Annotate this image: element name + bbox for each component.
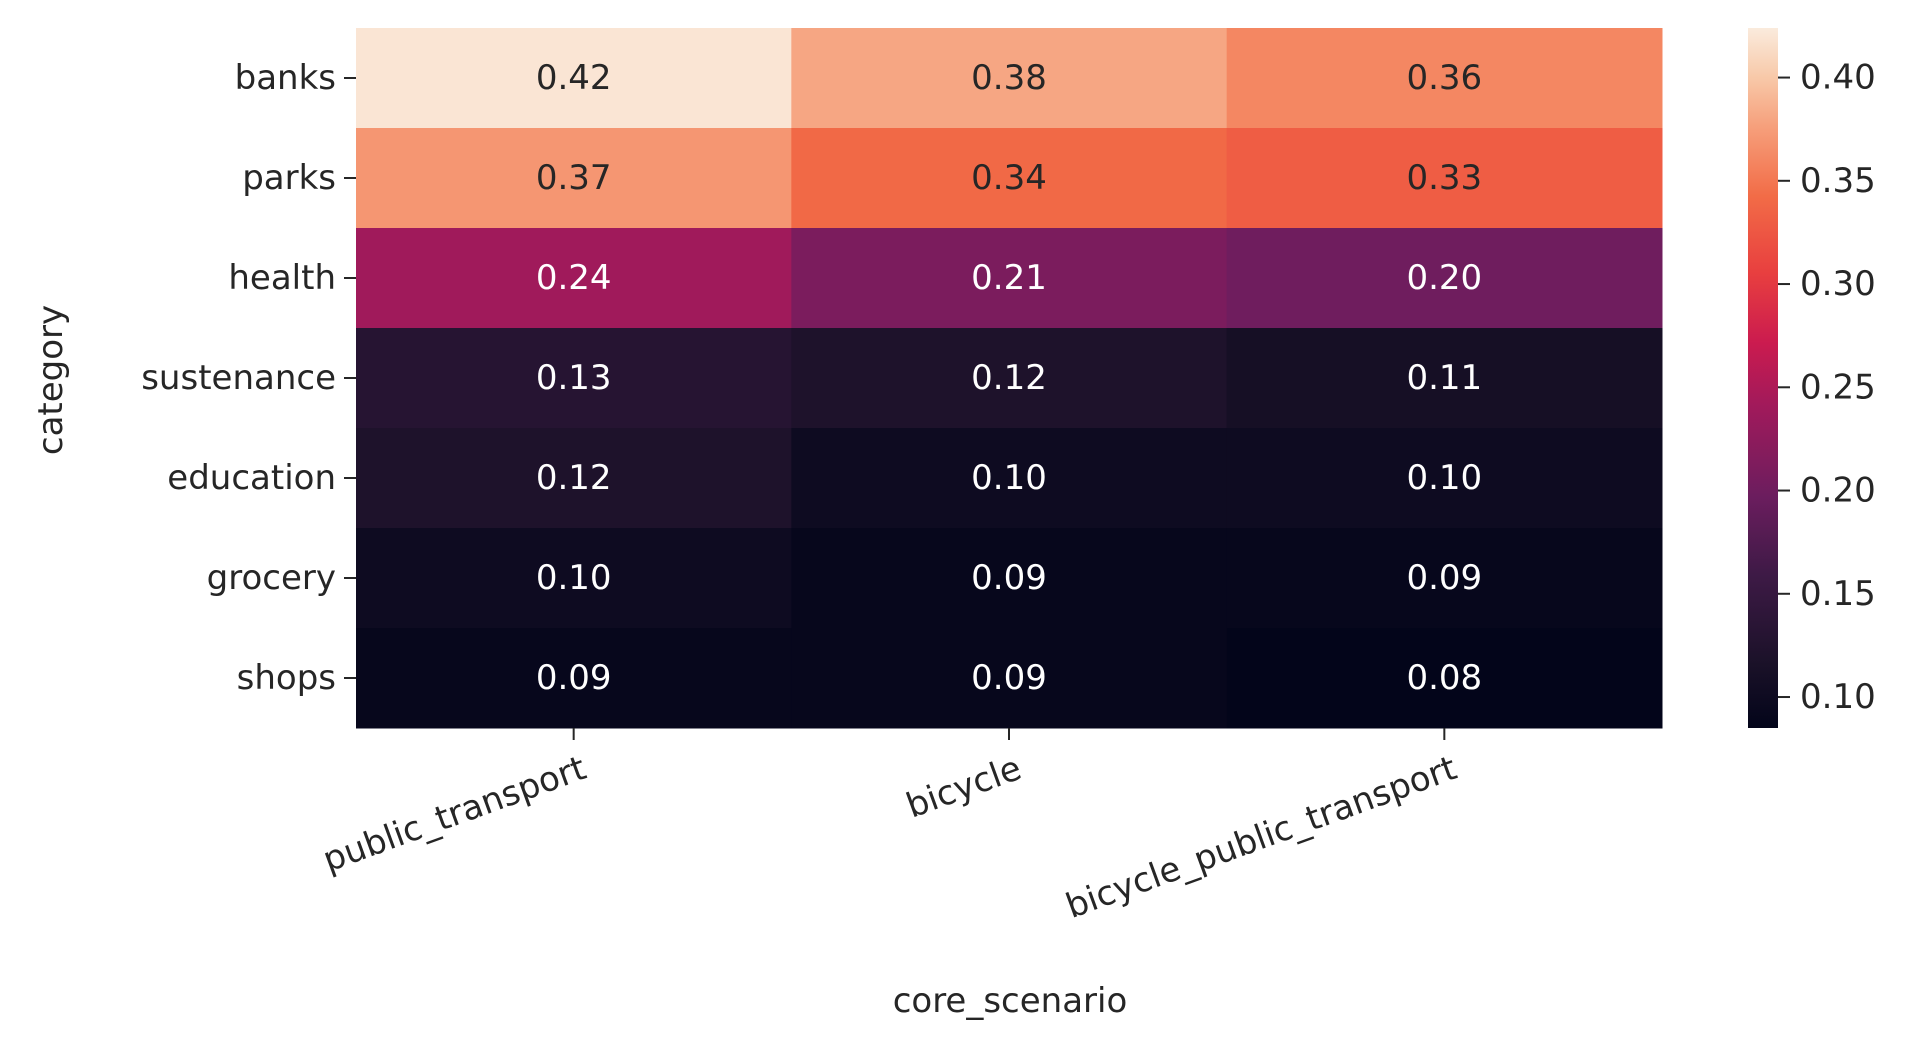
x-tick-label: bicycle_public_transport — [1061, 748, 1462, 927]
heatmap-cell — [356, 328, 792, 429]
colorbar-tick-label: 0.30 — [1800, 264, 1876, 304]
cell-value-labels: 0.42 0.38 0.36 0.37 0.34 0.33 0.24 0.21 0.20 0.13… — [536, 58, 1482, 698]
y-tick-label: shops — [237, 658, 336, 698]
cell-value-label: 0.37 — [536, 158, 612, 198]
heatmap-cell — [1226, 528, 1663, 629]
heatmap-cell — [1226, 428, 1663, 529]
heatmap-cell — [1226, 128, 1663, 229]
cell-value-label: 0.38 — [971, 58, 1047, 98]
cell-value-label: 0.42 — [536, 58, 612, 98]
heatmap-cell — [791, 128, 1228, 229]
heatmap-cell — [791, 28, 1228, 129]
heatmap-cell — [791, 328, 1228, 429]
cell-value-label: 0.09 — [971, 558, 1047, 598]
heatmap-cell — [791, 428, 1228, 529]
heatmap-cell — [791, 528, 1228, 629]
y-tick-label: parks — [242, 158, 336, 198]
cell-value-label: 0.09 — [1406, 558, 1482, 598]
heatmap-cell — [1226, 328, 1663, 429]
colorbar-tick-label: 0.35 — [1800, 161, 1876, 201]
colorbar-gradient — [1748, 28, 1778, 728]
cell-value-label: 0.12 — [971, 358, 1047, 398]
x-tick-label: bicycle — [901, 748, 1026, 826]
x-axis-title: core_scenario — [893, 981, 1128, 1021]
colorbar-ticks: 0.10 0.15 0.20 0.25 0.30 0.35 0.40 — [1778, 58, 1876, 717]
heatmap-cell — [356, 428, 792, 529]
cell-value-label: 0.21 — [971, 258, 1047, 298]
y-axis-title: category — [31, 305, 71, 455]
cell-value-label: 0.36 — [1406, 58, 1482, 98]
y-tick-label: sustenance — [141, 358, 336, 398]
cell-value-label: 0.33 — [1406, 158, 1482, 198]
cell-value-label: 0.10 — [1406, 458, 1482, 498]
x-axis: public_transport bicycle bicycle_public_tr… — [318, 728, 1462, 927]
x-tick-label: public_transport — [318, 748, 591, 880]
y-tick-label: grocery — [207, 558, 336, 598]
cell-value-label: 0.20 — [1406, 258, 1482, 298]
y-tick-label: health — [228, 258, 336, 298]
heatmap-cell — [1226, 628, 1663, 729]
cell-value-label: 0.34 — [971, 158, 1047, 198]
colorbar-tick-label: 0.10 — [1800, 677, 1876, 717]
heatmap-cell — [356, 628, 792, 729]
heatmap-cell — [356, 528, 792, 629]
cell-value-label: 0.08 — [1406, 658, 1482, 698]
heatmap-cell — [1226, 228, 1663, 329]
cell-value-label: 0.09 — [971, 658, 1047, 698]
heatmap-cell — [791, 628, 1228, 729]
colorbar-tick-label: 0.20 — [1800, 471, 1876, 511]
cell-value-label: 0.12 — [536, 458, 612, 498]
colorbar-tick-label: 0.25 — [1800, 367, 1876, 407]
cell-value-label: 0.24 — [536, 258, 612, 298]
y-tick-label: education — [167, 458, 336, 498]
cell-value-label: 0.10 — [536, 558, 612, 598]
heatmap-cell — [356, 228, 792, 329]
colorbar-tick-label: 0.15 — [1800, 574, 1876, 614]
heatmap-cell — [356, 28, 792, 129]
cell-value-label: 0.11 — [1406, 358, 1482, 398]
heatmap-cell — [1226, 28, 1663, 129]
y-axis: banks parks health sustenance education groce… — [141, 58, 356, 698]
cell-value-label: 0.13 — [536, 358, 612, 398]
cell-value-label: 0.09 — [536, 658, 612, 698]
y-tick-label: banks — [235, 58, 336, 98]
heatmap-cells — [356, 28, 1663, 729]
colorbar-tick-label: 0.40 — [1800, 58, 1876, 98]
cell-value-label: 0.10 — [971, 458, 1047, 498]
colorbar: 0.10 0.15 0.20 0.25 0.30 0.35 0.40 — [1748, 28, 1876, 728]
heatmap-cell — [356, 128, 792, 229]
heatmap-cell — [791, 228, 1228, 329]
